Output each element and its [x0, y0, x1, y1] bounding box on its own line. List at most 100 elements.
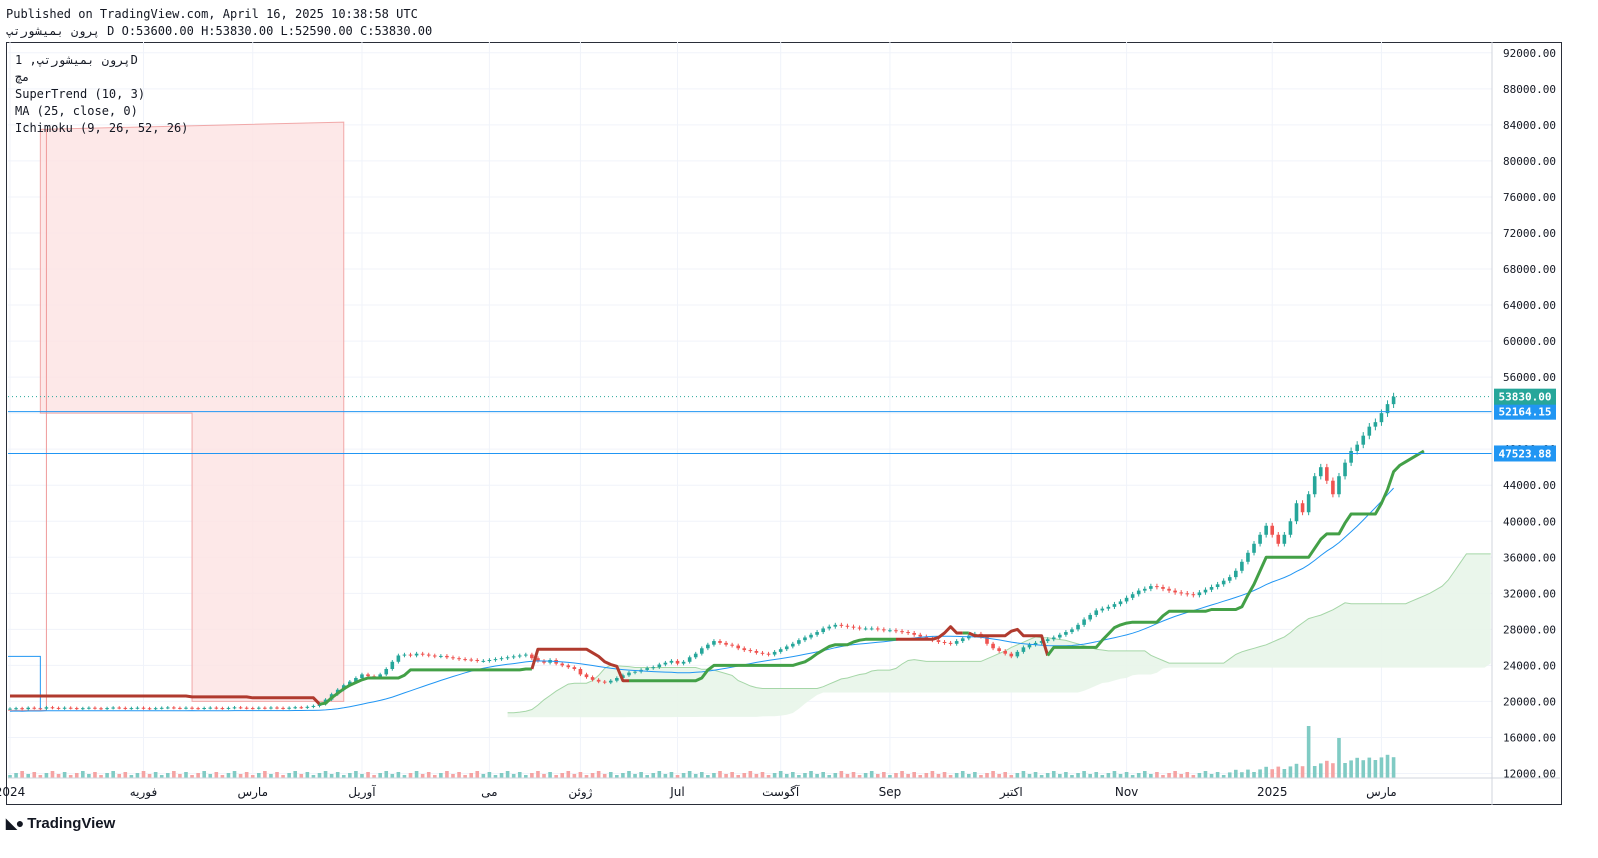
- volume-bar: [1130, 775, 1135, 778]
- candle-body: [839, 624, 844, 626]
- y-tick-label: 68000.00: [1503, 263, 1556, 276]
- candle-body: [1361, 435, 1366, 445]
- candle-body: [615, 678, 619, 681]
- volume-bar: [499, 773, 504, 778]
- candle-body: [1094, 610, 1099, 615]
- volume-bar: [930, 771, 935, 778]
- candle-body: [1015, 651, 1020, 657]
- legend-ma[interactable]: MA (25, close, 0): [15, 104, 138, 118]
- volume-bar: [651, 773, 656, 778]
- volume-bar: [730, 772, 734, 778]
- candle-body: [214, 707, 219, 709]
- candle-body: [1045, 639, 1050, 642]
- volume-bar: [68, 775, 73, 778]
- volume-bar: [1325, 760, 1329, 778]
- volume-bar: [973, 772, 977, 778]
- volume-bar: [554, 775, 558, 778]
- volume-bar: [372, 775, 376, 778]
- volume-bar: [712, 773, 716, 778]
- candle-body: [906, 632, 910, 634]
- legend-supertrend[interactable]: SuperTrend (10, 3): [15, 87, 146, 101]
- candle-body: [208, 707, 213, 709]
- y-tick-label: 20000.00: [1503, 695, 1556, 708]
- volume-bar: [263, 771, 267, 778]
- candle-body: [882, 629, 886, 631]
- candle-body: [44, 707, 49, 709]
- volume-bar: [736, 775, 741, 778]
- volume-bar: [1349, 760, 1353, 778]
- candle-body: [760, 652, 765, 654]
- level-label: 52164.15: [1499, 406, 1552, 419]
- volume-bar: [548, 772, 552, 778]
- volume-bar: [1379, 757, 1384, 778]
- volume-bar: [724, 774, 728, 778]
- candle-body: [900, 631, 904, 633]
- candle-body: [378, 674, 382, 678]
- chart-frame[interactable]: [6, 42, 1562, 805]
- x-tick-label: Sep: [879, 785, 902, 799]
- candle-body: [742, 648, 747, 651]
- candle-body: [1118, 601, 1123, 605]
- volume-bar: [196, 773, 200, 778]
- candle-body: [572, 667, 577, 669]
- volume-bar: [615, 775, 619, 778]
- supertrend-line: [530, 647, 629, 683]
- candle-body: [62, 707, 67, 709]
- candle-body: [8, 708, 12, 710]
- tradingview-logo[interactable]: ◣● TradingView: [6, 815, 115, 832]
- volume-bar: [159, 775, 164, 778]
- volume-bar: [875, 774, 880, 778]
- volume-bar: [1185, 772, 1190, 778]
- volume-bar: [408, 773, 413, 778]
- candle-body: [1130, 594, 1135, 598]
- volume-bar: [979, 775, 983, 778]
- candle-body: [14, 708, 18, 710]
- candle-body: [1173, 590, 1177, 593]
- candle-body: [815, 632, 819, 635]
- candle-body: [1349, 450, 1353, 463]
- candle-body: [226, 707, 231, 709]
- volume-bar: [147, 774, 152, 778]
- candle-body: [275, 707, 279, 709]
- candle-body: [803, 637, 807, 641]
- y-tick-label: 28000.00: [1503, 623, 1556, 636]
- supertrend-line: [1046, 449, 1425, 657]
- volume-bar: [432, 775, 437, 778]
- supertrend-line: [896, 625, 963, 641]
- candle-body: [766, 653, 771, 655]
- volume-bar: [141, 771, 146, 778]
- candle-body: [1191, 594, 1196, 596]
- candle-body: [135, 707, 140, 709]
- volume-bar: [50, 771, 55, 778]
- volume-bar: [991, 771, 995, 778]
- candle-body: [348, 681, 352, 686]
- volume-bar: [627, 771, 631, 778]
- volume-bar: [323, 771, 328, 778]
- candle-body: [87, 707, 91, 709]
- volume-bar: [1142, 771, 1147, 778]
- candle-body: [718, 641, 722, 643]
- volume-bar: [827, 775, 832, 778]
- candle-body: [687, 657, 692, 662]
- volume-bar: [20, 771, 24, 778]
- volume-bar: [1197, 773, 1202, 778]
- candle-body: [530, 654, 534, 659]
- volume-bar: [718, 771, 722, 778]
- volume-bar: [505, 771, 510, 778]
- y-tick-label: 76000.00: [1503, 191, 1556, 204]
- candle-body: [1051, 637, 1056, 640]
- legend-ichimoku[interactable]: Ichimoku (9, 26, 52, 26): [15, 121, 189, 135]
- volume-bar: [772, 773, 777, 778]
- volume-bar: [238, 774, 243, 778]
- volume-bar: [420, 774, 425, 778]
- volume-bar: [882, 772, 886, 778]
- candle-body: [123, 707, 128, 709]
- candle-body: [1136, 590, 1141, 595]
- volume-bar: [857, 775, 862, 778]
- candle-body: [985, 636, 989, 644]
- candle-body: [1209, 587, 1214, 590]
- volume-bar: [748, 771, 753, 778]
- candle-body: [524, 654, 528, 656]
- cloud-span-a: [507, 553, 1491, 714]
